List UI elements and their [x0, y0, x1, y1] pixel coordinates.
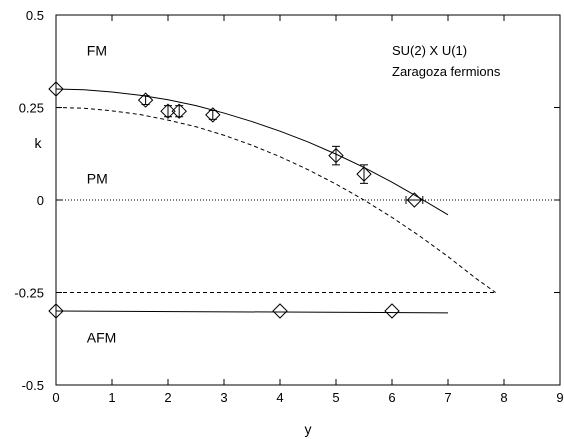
x-tick-label: 4: [276, 390, 283, 405]
diamond-point: [205, 107, 221, 123]
x-tick-label: 9: [556, 390, 563, 405]
y-axis-label: k: [35, 135, 43, 151]
x-axis-label: y: [305, 421, 312, 437]
plot-points: [48, 81, 424, 319]
region-label-afm: AFM: [87, 329, 117, 345]
y-tick-label: 0: [37, 193, 44, 208]
region-label-fm: FM: [87, 43, 107, 59]
legend-line-2: Zaragoza fermions: [392, 64, 501, 79]
x-tick-label: 1: [108, 390, 115, 405]
x-tick-label: 5: [332, 390, 339, 405]
legend-line-1: SU(2) X U(1): [392, 43, 467, 58]
diamond-point: [356, 166, 372, 182]
solid-curve: [55, 310, 449, 314]
diamond-point: [384, 303, 400, 319]
x-tick-label: 6: [388, 390, 395, 405]
x-tick-label: 2: [164, 390, 171, 405]
x-tick-label: 8: [500, 390, 507, 405]
diamond-point: [137, 92, 154, 108]
x-tick-label: 3: [220, 390, 227, 405]
plot-lines: [55, 88, 560, 314]
diamond-point: [171, 103, 187, 119]
diamond-point: [160, 103, 176, 119]
region-label-pm: PM: [87, 170, 108, 186]
y-tick-label: 0.5: [26, 8, 44, 23]
y-tick-label: -0.25: [14, 286, 44, 301]
diamond-point: [272, 303, 288, 319]
diamond-point: [406, 192, 423, 208]
y-tick-label: -0.5: [22, 378, 44, 393]
ticks: 0 1 2 3 4 5 6 7 8 9 -0.5 -0.25 0 0.25 0.5: [14, 8, 563, 405]
solid-curve: [55, 88, 449, 216]
x-tick-label: 7: [444, 390, 451, 405]
y-tick-label: 0.25: [19, 101, 44, 116]
region-labels: FM PM AFM: [87, 43, 117, 346]
diamond-point: [328, 147, 344, 164]
x-tick-label: 0: [52, 390, 59, 405]
